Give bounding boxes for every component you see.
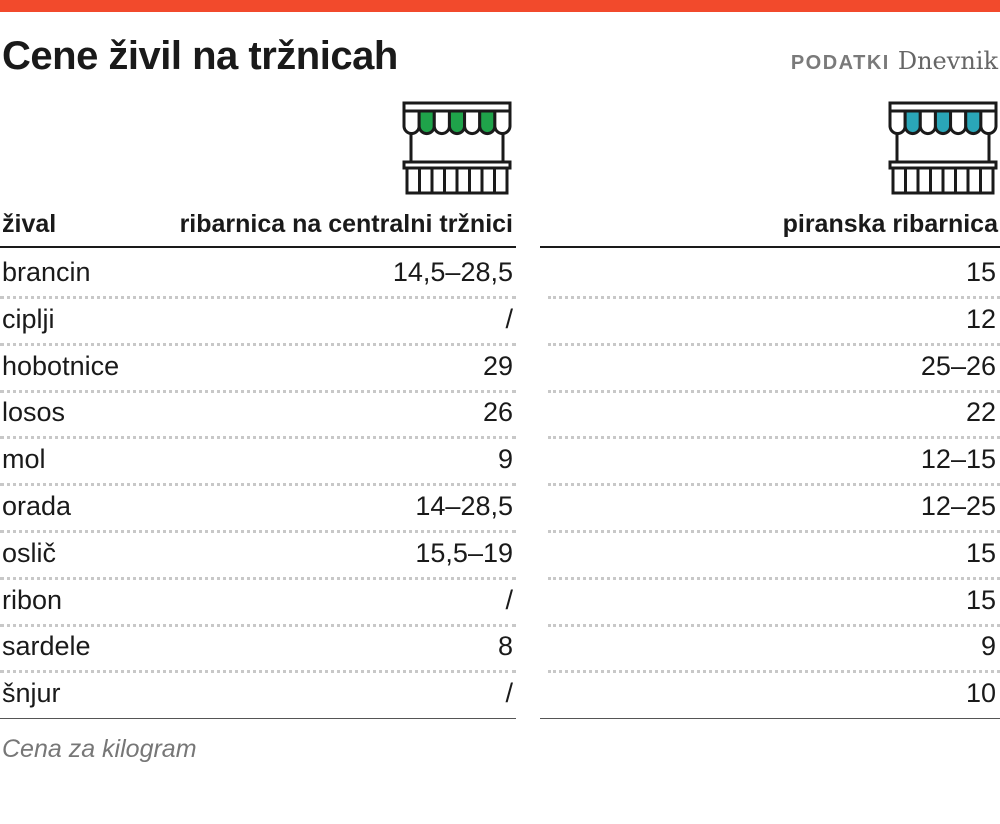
row-separator [548,389,1000,393]
row-separator [0,530,516,533]
source-brand: Dnevnik [897,47,998,75]
stall-awning-stripe [964,109,983,135]
row-separator [548,670,1000,674]
row-separator [548,530,1000,533]
stall-awning-stripe [432,109,451,135]
row-value-central-market: 29 [482,350,513,381]
row-separator [548,483,1000,487]
stall-awning-stripe [402,109,421,135]
row-value-piran-fishmarket: 22 [965,397,996,428]
row-separator [0,436,516,440]
row-separator [0,670,516,674]
row-value-central-market: / [505,303,513,334]
row-label: losos [2,397,66,428]
stall-awning-stripe [478,109,497,135]
table-note: Cena za kilogram [2,735,197,763]
stall-awning-stripe [888,109,907,135]
market-stall-icon [402,101,512,195]
row-value-central-market: 8 [497,631,513,662]
row-separator [0,623,516,627]
row-label: brancin [2,257,91,287]
row-value-piran-fishmarket: 15 [965,537,996,568]
row-value-piran-fishmarket: 12–25 [920,491,996,521]
row-separator [0,576,516,580]
column-header-piran-fishmarket: piranska ribarnica [782,210,998,238]
row-value-central-market: 15,5–19 [415,537,513,568]
row-label: mol [2,444,46,475]
row-value-piran-fishmarket: 12 [965,303,996,334]
market-stall-icon [888,101,998,195]
column-header-animal: žival [2,210,57,238]
stall-awning-stripe [949,109,968,135]
stall-awning-stripe [463,109,482,135]
stall-awning-stripe [979,109,998,135]
row-label: hobotnice [2,350,120,381]
stall-awning-stripe [447,109,467,135]
stall-awning-stripe [417,109,436,135]
row-separator [548,436,1000,440]
row-separator [548,296,1000,299]
bottom-rule-right [540,718,1000,719]
source-label: PODATKI [790,52,890,74]
row-value-piran-fishmarket: 15 [965,257,996,287]
stall-awning-stripe [493,109,512,135]
row-value-piran-fishmarket: 25–26 [920,350,996,381]
stall-awning-stripe [918,109,937,135]
row-separator [0,483,516,487]
header-rule-right [540,246,1000,248]
row-separator [548,623,1000,627]
row-separator [0,389,516,393]
row-label: orada [2,491,72,521]
bottom-rule-left [0,718,516,719]
row-label: ribon [2,584,63,615]
header-rule-left [0,246,516,248]
stall-awning-stripe [933,109,953,135]
row-value-central-market: / [505,584,513,615]
source-credit: PODATKI Dnevnik [791,46,998,80]
row-value-piran-fishmarket: 15 [965,584,996,615]
stall-awning-stripe [903,109,922,135]
row-label: šnjur [2,678,61,709]
row-value-piran-fishmarket: 10 [965,678,996,709]
row-separator [0,342,516,346]
row-separator [0,296,516,299]
row-value-central-market: 14,5–28,5 [392,257,513,287]
row-separator [548,576,1000,580]
row-value-central-market: 9 [497,444,513,475]
row-value-piran-fishmarket: 12–15 [920,444,996,475]
row-separator [548,342,1000,346]
page-title: Cene živil na tržnicah [2,34,398,78]
row-value-central-market: 26 [482,397,513,428]
row-value-central-market: / [505,678,513,709]
column-header-central-market: ribarnica na centralni tržnici [179,210,513,238]
top-accent-bar [0,0,1000,12]
row-label: sardele [2,631,91,662]
row-value-piran-fishmarket: 9 [980,631,996,662]
row-value-central-market: 14–28,5 [415,491,513,521]
row-label: oslič [2,537,57,568]
row-label: ciplji [2,303,55,334]
